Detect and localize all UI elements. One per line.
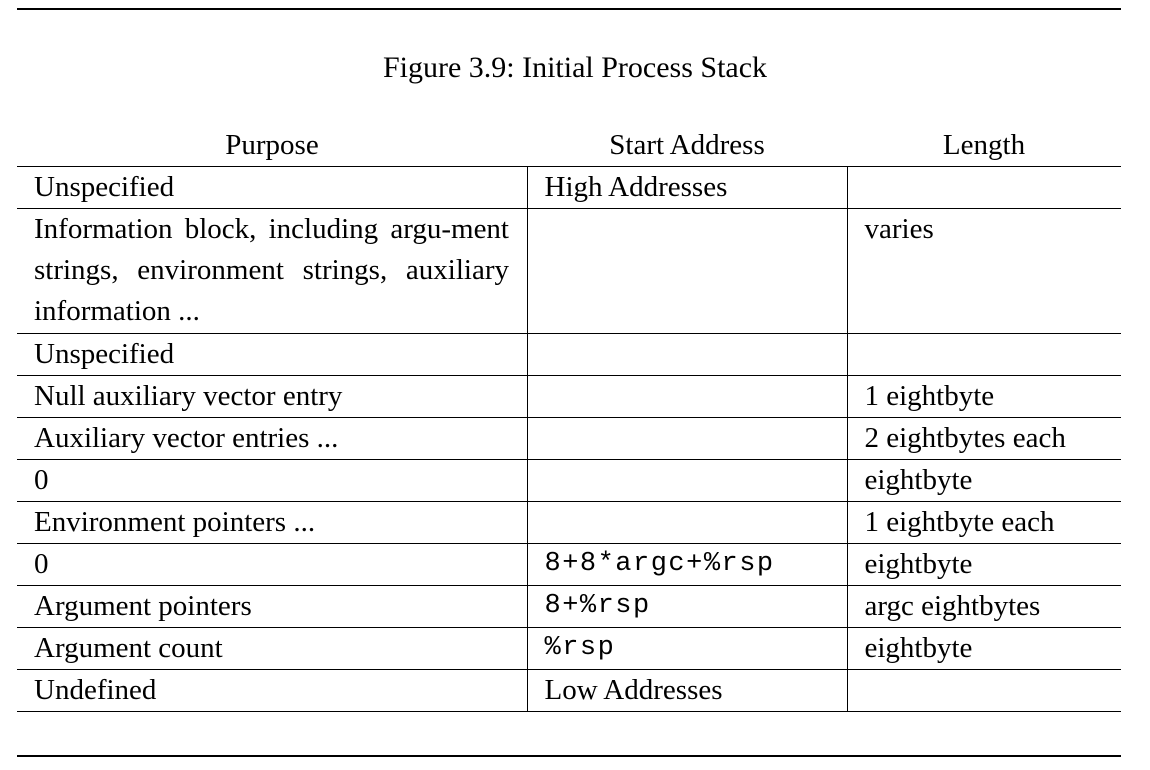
table-row: Undefined Low Addresses [17, 669, 1121, 712]
header-purpose: Purpose [17, 124, 527, 167]
cell-start-address: High Addresses [527, 166, 848, 209]
cell-purpose-text: Information block, including argu-ment s… [34, 213, 509, 327]
top-rule [17, 8, 1121, 10]
cell-start-address [527, 333, 848, 376]
cell-purpose: Information block, including argu-ment s… [17, 208, 528, 334]
cell-purpose: Auxiliary vector entries ... [17, 417, 528, 460]
cell-start-address: Low Addresses [527, 669, 848, 712]
cell-length: 2 eightbytes each [847, 417, 1121, 460]
table-row: Information block, including argu-ment s… [17, 208, 1121, 334]
table-row: 0 eightbyte [17, 459, 1121, 502]
table-row: Unspecified High Addresses [17, 166, 1121, 209]
cell-start-address [527, 375, 848, 418]
cell-start-address: 8+8*argc+%rsp [527, 543, 848, 586]
cell-length: varies [847, 208, 1121, 334]
table-row: Environment pointers ... 1 eightbyte eac… [17, 501, 1121, 544]
cell-purpose: 0 [17, 459, 528, 502]
header-row: Purpose Start Address Length [17, 124, 1121, 167]
table-row: Auxiliary vector entries ... 2 eightbyte… [17, 417, 1121, 460]
cell-length: 1 eightbyte each [847, 501, 1121, 544]
cell-purpose: Undefined [17, 669, 528, 712]
cell-purpose: Environment pointers ... [17, 501, 528, 544]
cell-length [847, 333, 1121, 376]
table-row: Argument pointers 8+%rsp argc eightbytes [17, 585, 1121, 628]
cell-purpose: Null auxiliary vector entry [17, 375, 528, 418]
table-row: Null auxiliary vector entry 1 eightbyte [17, 375, 1121, 418]
table-row: Argument count %rsp eightbyte [17, 627, 1121, 670]
cell-length: eightbyte [847, 543, 1121, 586]
process-stack-table: Purpose Start Address Length Unspecified… [17, 124, 1121, 712]
cell-start-address: 8+%rsp [527, 585, 848, 628]
cell-start-address [527, 501, 848, 544]
cell-purpose: Unspecified [17, 166, 528, 209]
cell-purpose: Unspecified [17, 333, 528, 376]
cell-purpose: Argument count [17, 627, 528, 670]
cell-purpose: 0 [17, 543, 528, 586]
table-row: 0 8+8*argc+%rsp eightbyte [17, 543, 1121, 586]
cell-length [847, 669, 1121, 712]
cell-start-address [527, 459, 848, 502]
cell-length: eightbyte [847, 627, 1121, 670]
bottom-rule [17, 755, 1121, 757]
cell-start-address [527, 417, 848, 460]
figure-caption: Figure 3.9: Initial Process Stack [382, 51, 768, 84]
header-start-address: Start Address [527, 124, 847, 167]
cell-purpose: Argument pointers [17, 585, 528, 628]
cell-length [847, 166, 1121, 209]
cell-length: 1 eightbyte [847, 375, 1121, 418]
cell-start-address [527, 208, 848, 334]
cell-start-address: %rsp [527, 627, 848, 670]
cell-length: argc eightbytes [847, 585, 1121, 628]
header-length: Length [847, 124, 1121, 167]
table-row: Unspecified [17, 333, 1121, 376]
cell-length: eightbyte [847, 459, 1121, 502]
